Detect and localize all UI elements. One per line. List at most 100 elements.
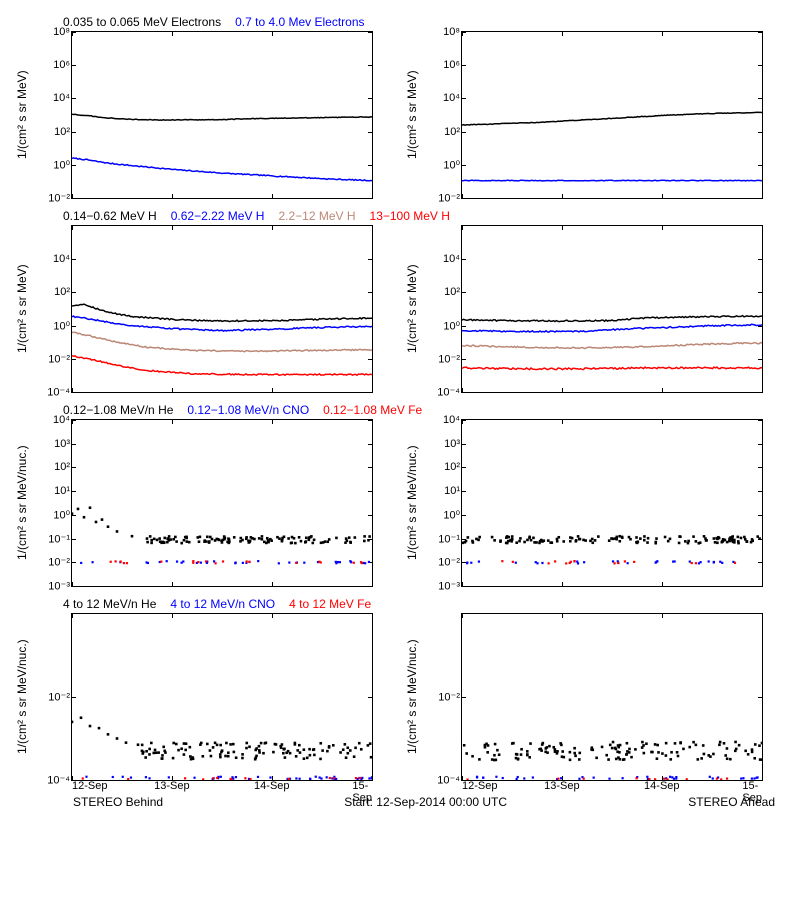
ytick-label: 10⁻⁴ <box>426 774 460 787</box>
plot-svg <box>72 226 372 392</box>
panel-row-3: 1/(cm² s sr MeV/nuc.) 10⁻⁴10⁻²12-Sep13-Se… <box>15 613 785 781</box>
legend-item: 4 to 12 MeV/n CNO <box>170 597 275 611</box>
chart-wrap: 1/(cm² s sr MeV) 10⁻⁴10⁻²10⁰10²10⁴ <box>405 225 765 393</box>
y-axis-label: 1/(cm² s sr MeV/nuc.) <box>405 420 419 586</box>
chart-wrap: 1/(cm² s sr MeV/nuc.) 10⁻³10⁻²10⁻¹10⁰10¹1… <box>15 419 375 587</box>
chart-plot-area: 10⁻³10⁻²10⁻¹10⁰10¹10²10³10⁴ <box>71 419 373 587</box>
legend-item: 0.12−1.08 MeV/n CNO <box>187 403 309 417</box>
y-ticks: 10⁻⁴10⁻² <box>36 614 70 780</box>
y-ticks: 10⁻³10⁻²10⁻¹10⁰10¹10²10³10⁴ <box>426 420 460 586</box>
panel-left: 1/(cm² s sr MeV/nuc.) 10⁻³10⁻²10⁻¹10⁰10¹1… <box>15 419 375 587</box>
ytick-label: 10⁴ <box>36 414 70 426</box>
panel-left: 1/(cm² s sr MeV/nuc.)10⁻⁴10⁻²12-Sep13-Se… <box>15 613 375 781</box>
series-line <box>72 316 372 331</box>
chart-wrap: 1/(cm² s sr MeV)10⁻²10⁰10²10⁴10⁶10⁸ <box>15 31 375 199</box>
plot-svg <box>72 32 372 198</box>
ytick-label: 10⁻⁴ <box>36 774 70 787</box>
chart-plot-area: 10⁻⁴10⁻²10⁰10²10⁴ <box>461 225 763 393</box>
ytick-label: 10² <box>36 126 70 138</box>
plot-svg <box>72 420 372 586</box>
figure: 0.035 to 0.065 MeV Electrons0.7 to 4.0 M… <box>15 15 785 809</box>
figure-footer: STEREO BehindStart: 12-Sep-2014 00:00 UT… <box>73 795 775 809</box>
legend-item: 13−100 MeV H <box>370 209 450 223</box>
ytick-label: 10² <box>426 461 460 473</box>
ytick-label: 10⁴ <box>426 253 460 265</box>
series-line <box>462 324 762 332</box>
legend-item: 0.12−1.08 MeV Fe <box>323 403 422 417</box>
xtick-label: 14-Sep <box>644 780 679 792</box>
ytick-label: 10⁴ <box>426 92 460 104</box>
series-line <box>72 356 372 375</box>
chart-plot-area: 10⁻²10⁰10²10⁴10⁶10⁸ <box>461 31 763 199</box>
series-line <box>72 158 372 181</box>
y-axis-label: 1/(cm² s sr MeV) <box>405 32 419 198</box>
y-axis-label: 1/(cm² s sr MeV) <box>405 226 419 392</box>
y-ticks: 10⁻²10⁰10²10⁴10⁶10⁸ <box>36 32 70 198</box>
series-line <box>462 343 762 349</box>
ytick-label: 10⁻⁴ <box>426 386 460 399</box>
ytick-label: 10⁻² <box>36 352 70 365</box>
legend-row-1: 0.14−0.62 MeV H 0.62−2.22 MeV H 2.2−12 MeV… <box>63 209 785 223</box>
ytick-label: 10² <box>426 126 460 138</box>
panel-row-1: 1/(cm² s sr MeV)10⁻⁴10⁻²10⁰10²10⁴1/(cm² … <box>15 225 785 393</box>
series-scatter <box>462 535 761 545</box>
series-line <box>72 114 372 120</box>
chart-plot-area: 10⁻⁴10⁻²12-Sep13-Sep14-Sep15-Sep <box>461 613 763 781</box>
series-scatter <box>463 741 762 762</box>
series-scatter <box>72 716 372 760</box>
ytick-label: 10⁰ <box>426 319 460 332</box>
plot-svg <box>72 614 372 780</box>
y-axis-label: 1/(cm² s sr MeV/nuc.) <box>15 614 29 780</box>
xtick-label: 12-Sep <box>72 780 107 792</box>
legend-item: 0.12−1.08 MeV/n He <box>63 403 173 417</box>
ytick-label: 10⁸ <box>36 26 70 38</box>
ytick-label: 10⁻⁴ <box>36 386 70 399</box>
y-axis-label: 1/(cm² s sr MeV/nuc.) <box>405 614 419 780</box>
panel-row-0: 1/(cm² s sr MeV)10⁻²10⁰10²10⁴10⁶10⁸1/(cm… <box>15 31 785 199</box>
chart-wrap: 1/(cm² s sr MeV/nuc.)10⁻⁴10⁻²12-Sep13-Se… <box>15 613 375 781</box>
legend-item: 0.62−2.22 MeV H <box>171 209 265 223</box>
ytick-label: 10⁰ <box>426 158 460 171</box>
ytick-label: 10⁻³ <box>426 580 460 593</box>
series-line <box>462 367 762 370</box>
ytick-label: 10⁻³ <box>36 580 70 593</box>
plot-svg <box>462 32 762 198</box>
ytick-label: 10⁻² <box>36 691 70 704</box>
panel-right: 1/(cm² s sr MeV/nuc.)10⁻³10⁻²10⁻¹10⁰10¹1… <box>405 419 765 587</box>
series-line <box>462 180 762 181</box>
series-line <box>462 112 762 125</box>
x-ticks: 12-Sep13-Sep14-Sep15-Sep <box>462 780 762 794</box>
legend-item: 4 to 12 MeV Fe <box>289 597 371 611</box>
legend-item: 2.2−12 MeV H <box>278 209 355 223</box>
chart-wrap: 1/(cm² s sr MeV) 10⁻²10⁰10²10⁴10⁶10⁸ <box>405 31 765 199</box>
xtick-label: 15-Sep <box>742 780 762 804</box>
legend-item: 0.14−0.62 MeV H <box>63 209 157 223</box>
xtick-label: 15-Sep <box>352 780 372 804</box>
ytick-label: 10⁸ <box>426 26 460 38</box>
panel-right: 1/(cm² s sr MeV/nuc.) 10⁻⁴10⁻²12-Sep13-Se… <box>405 613 765 781</box>
ytick-label: 10² <box>36 286 70 298</box>
xtick-label: 14-Sep <box>254 780 289 792</box>
ytick-label: 10² <box>426 286 460 298</box>
series-scatter <box>466 560 735 564</box>
ytick-label: 10⁻² <box>426 352 460 365</box>
chart-plot-area: 10⁻⁴10⁻²10⁰10²10⁴ <box>71 225 373 393</box>
chart-wrap: 1/(cm² s sr MeV/nuc.) 10⁻⁴10⁻²12-Sep13-Se… <box>405 613 765 781</box>
y-ticks: 10⁻⁴10⁻²10⁰10²10⁴ <box>36 226 70 392</box>
y-axis-label: 1/(cm² s sr MeV) <box>15 226 29 392</box>
ytick-label: 10⁰ <box>36 319 70 332</box>
ytick-label: 10⁻² <box>36 192 70 205</box>
ytick-label: 10¹ <box>36 485 70 497</box>
x-ticks: 12-Sep13-Sep14-Sep15-Sep <box>72 780 372 794</box>
y-ticks: 10⁻⁴10⁻² <box>426 614 460 780</box>
xtick-label: 13-Sep <box>544 780 579 792</box>
series-scatter <box>466 777 728 780</box>
ytick-label: 10³ <box>426 438 460 450</box>
ytick-label: 10⁰ <box>36 508 70 521</box>
legend-row-0: 0.035 to 0.065 MeV Electrons0.7 to 4.0 M… <box>63 15 785 29</box>
y-axis-label: 1/(cm² s sr MeV/nuc.) <box>15 420 29 586</box>
footer-left: STEREO Behind <box>73 795 163 809</box>
ytick-label: 10⁶ <box>426 59 460 71</box>
ytick-label: 10⁶ <box>36 59 70 71</box>
chart-plot-area: 10⁻²10⁰10²10⁴10⁶10⁸ <box>71 31 373 199</box>
